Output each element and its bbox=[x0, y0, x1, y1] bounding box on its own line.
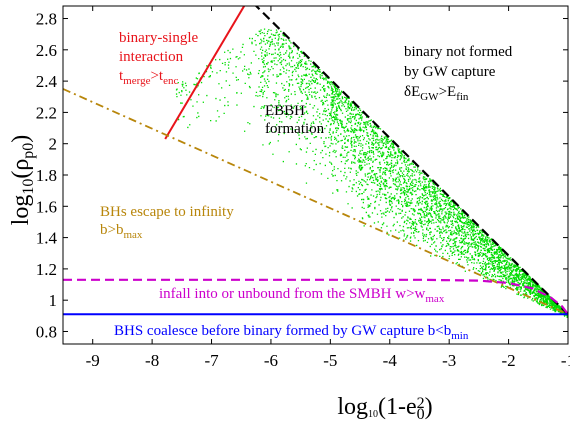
ebbh-label: EBBH formation bbox=[265, 103, 325, 137]
escape-boundary bbox=[63, 88, 568, 316]
y-tick-label: 1.6 bbox=[36, 197, 57, 216]
x-tick-label: -7 bbox=[204, 351, 219, 370]
y-tick-label: 1.2 bbox=[36, 260, 57, 279]
y-tick-label: 0.8 bbox=[36, 322, 57, 341]
x-tick-label: -4 bbox=[383, 351, 398, 370]
smbh-label: infall into or unbound from the SMBH w>w… bbox=[159, 286, 445, 305]
escape-label: BHs escape to infinity b>bmax bbox=[100, 204, 234, 241]
gw-capture-boundary bbox=[254, 6, 568, 316]
scatter-markers bbox=[175, 28, 568, 318]
x-tick-label: -3 bbox=[442, 351, 456, 370]
coalesce-label: BHS coalesce before binary formed by GW … bbox=[114, 323, 469, 342]
x-tick-label: -1 bbox=[561, 351, 570, 370]
y-tick-label: 2.2 bbox=[36, 103, 57, 122]
y-tick-label: 1.8 bbox=[36, 166, 57, 185]
y-tick-label: 1 bbox=[49, 291, 58, 310]
boundary-lines bbox=[63, 6, 568, 316]
axis-ticks: -9 -8 -7 -6 -5 -4 -3 -2 -1 0.8 1 1.2 1.4 1.6 1.8 2 2.2 2.… bbox=[36, 6, 570, 370]
y-tick-label: 2.8 bbox=[36, 10, 57, 29]
y-tick-label: 2.6 bbox=[36, 41, 57, 60]
binary-single-boundary bbox=[164, 6, 246, 140]
smbh-boundary bbox=[63, 278, 568, 315]
y-tick-label: 2 bbox=[49, 135, 58, 154]
y-axis-label: log10(ρp0) bbox=[8, 135, 37, 226]
x-tick-label: -5 bbox=[323, 351, 337, 370]
annotations: binary-single interaction tmerge>tenc binar… bbox=[100, 30, 513, 342]
x-axis-label: log10(1-e2 0) bbox=[337, 394, 432, 423]
x-tick-label: -8 bbox=[145, 351, 159, 370]
y-tick-label: 2.4 bbox=[36, 72, 58, 91]
x-tick-label: -2 bbox=[502, 351, 516, 370]
y-tick-label: 1.4 bbox=[36, 229, 58, 248]
x-tick-label: -9 bbox=[86, 351, 100, 370]
binary-single-label: binary-single interaction tmerge>tenc bbox=[119, 30, 198, 87]
gw-capture-label: binary not formed by GW capture δEGW>Efin bbox=[404, 44, 513, 103]
x-tick-label: -6 bbox=[264, 351, 278, 370]
scatter-points bbox=[175, 28, 568, 318]
